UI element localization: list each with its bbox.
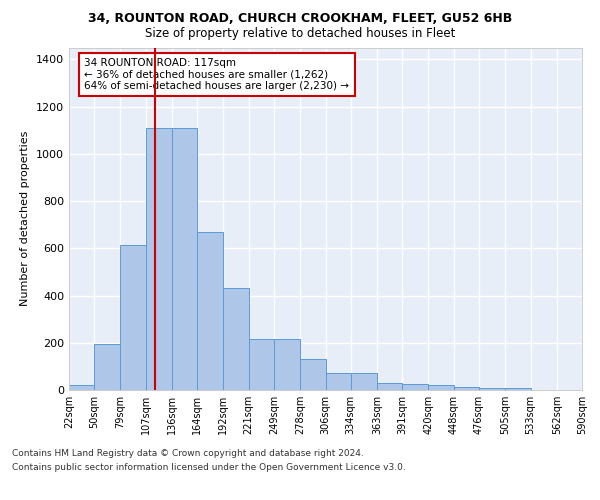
Bar (479, 388, 505, 390)
Bar (94, 344, 121, 390)
Bar (274, 339, 300, 390)
Text: Contains public sector information licensed under the Open Government Licence v3: Contains public sector information licen… (12, 464, 406, 472)
Bar (249, 339, 274, 390)
Bar (454, 387, 479, 390)
Bar (402, 384, 428, 390)
Bar (326, 374, 351, 390)
Text: 34 ROUNTON ROAD: 117sqm
← 36% of detached houses are smaller (1,262)
64% of semi: 34 ROUNTON ROAD: 117sqm ← 36% of detache… (85, 58, 349, 91)
Bar (223, 288, 249, 390)
Bar (172, 128, 197, 390)
Text: Contains HM Land Registry data © Crown copyright and database right 2024.: Contains HM Land Registry data © Crown c… (12, 448, 364, 458)
Bar (505, 388, 530, 390)
Bar (121, 244, 146, 390)
Text: 34, ROUNTON ROAD, CHURCH CROOKHAM, FLEET, GU52 6HB: 34, ROUNTON ROAD, CHURCH CROOKHAM, FLEET… (88, 12, 512, 26)
Bar (146, 128, 172, 390)
Bar (428, 386, 454, 390)
Bar (197, 232, 223, 390)
Bar (300, 360, 326, 390)
Y-axis label: Number of detached properties: Number of detached properties (20, 131, 31, 306)
Bar (377, 383, 402, 390)
Bar (351, 374, 377, 390)
Bar (69, 386, 94, 390)
Text: Size of property relative to detached houses in Fleet: Size of property relative to detached ho… (145, 28, 455, 40)
